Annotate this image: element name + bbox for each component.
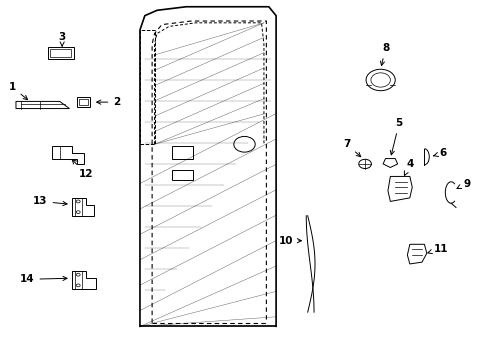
- Text: 13: 13: [33, 197, 67, 206]
- Text: 11: 11: [427, 244, 447, 253]
- Bar: [171, 146, 193, 158]
- Text: 8: 8: [380, 43, 388, 66]
- Bar: [79, 99, 88, 105]
- Text: 2: 2: [97, 97, 120, 107]
- Text: 3: 3: [59, 32, 66, 46]
- Text: 5: 5: [389, 118, 402, 155]
- Text: 4: 4: [404, 159, 413, 175]
- Text: 9: 9: [456, 179, 469, 189]
- Text: 7: 7: [343, 139, 360, 157]
- Bar: [50, 49, 71, 57]
- Text: 12: 12: [72, 159, 94, 179]
- Text: 14: 14: [20, 274, 67, 284]
- Bar: [77, 97, 90, 107]
- Text: 6: 6: [432, 148, 446, 158]
- Text: 10: 10: [278, 236, 301, 246]
- Bar: [47, 47, 74, 59]
- Bar: [171, 170, 193, 180]
- Text: 1: 1: [9, 82, 27, 100]
